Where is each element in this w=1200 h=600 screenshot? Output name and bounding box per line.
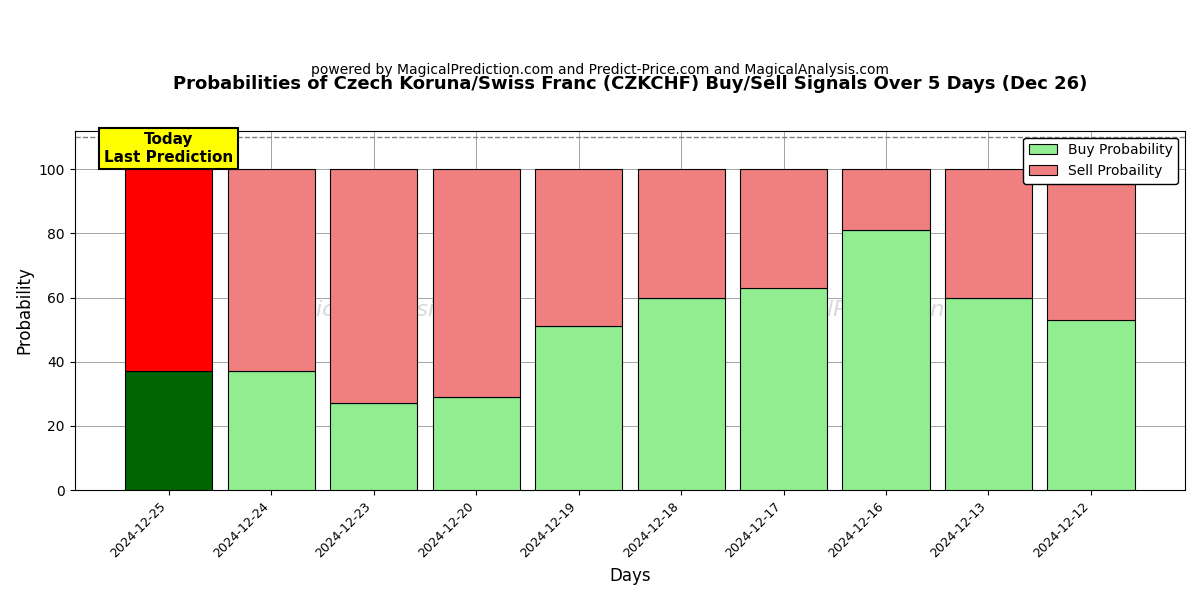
Bar bbox=[535, 169, 622, 326]
Bar bbox=[637, 298, 725, 490]
Bar bbox=[228, 371, 314, 490]
X-axis label: Days: Days bbox=[610, 567, 650, 585]
Bar bbox=[740, 288, 827, 490]
Bar bbox=[125, 169, 212, 371]
Bar bbox=[1048, 320, 1134, 490]
Text: MagicalPrediction.com: MagicalPrediction.com bbox=[749, 301, 1000, 320]
Bar bbox=[842, 169, 930, 230]
Bar bbox=[637, 169, 725, 298]
Bar bbox=[535, 326, 622, 490]
Title: Probabilities of Czech Koruna/Swiss Franc (CZKCHF) Buy/Sell Signals Over 5 Days : Probabilities of Czech Koruna/Swiss Fran… bbox=[173, 75, 1087, 93]
Bar bbox=[330, 169, 418, 403]
Bar bbox=[125, 371, 212, 490]
Legend: Buy Probability, Sell Probaility: Buy Probability, Sell Probaility bbox=[1024, 137, 1178, 184]
Bar bbox=[944, 169, 1032, 298]
Text: MagicalAnalysis.com: MagicalAnalysis.com bbox=[270, 301, 502, 320]
Bar bbox=[740, 169, 827, 288]
Bar bbox=[432, 169, 520, 397]
Bar bbox=[1048, 169, 1134, 320]
Bar bbox=[330, 403, 418, 490]
Text: Today
Last Prediction: Today Last Prediction bbox=[104, 132, 233, 164]
Bar bbox=[944, 298, 1032, 490]
Bar bbox=[432, 397, 520, 490]
Y-axis label: Probability: Probability bbox=[16, 266, 34, 354]
Bar bbox=[842, 230, 930, 490]
Bar bbox=[228, 169, 314, 371]
Text: powered by MagicalPrediction.com and Predict-Price.com and MagicalAnalysis.com: powered by MagicalPrediction.com and Pre… bbox=[311, 63, 889, 77]
